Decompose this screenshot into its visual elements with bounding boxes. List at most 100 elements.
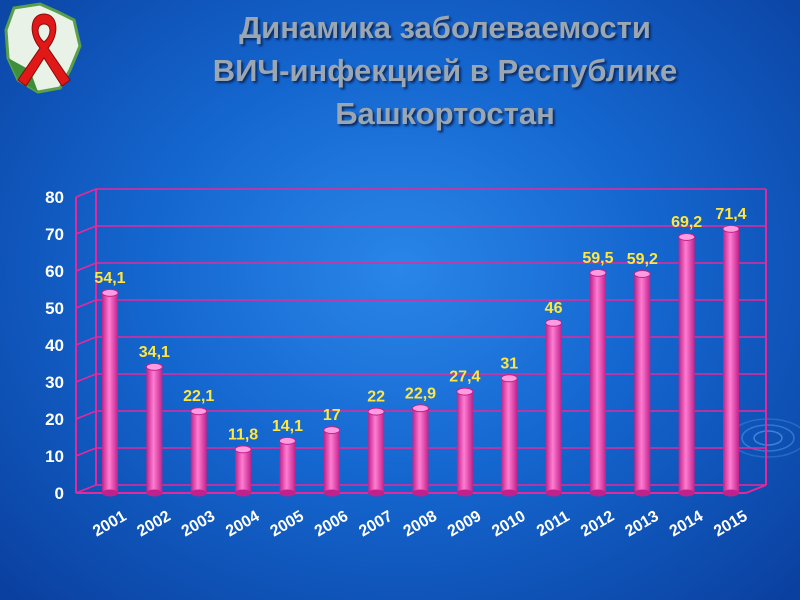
bar-2004 bbox=[234, 445, 252, 497]
bar-body bbox=[368, 411, 385, 493]
x-tick-label: 2008 bbox=[401, 508, 440, 541]
value-label: 14,1 bbox=[272, 418, 303, 435]
bar-2015 bbox=[722, 224, 740, 497]
grid-diagonal bbox=[75, 484, 97, 494]
bar-2006 bbox=[323, 426, 341, 497]
title-line-1: Динамика заболеваемости bbox=[239, 10, 651, 45]
grid-diagonal bbox=[75, 410, 97, 420]
bar-body bbox=[146, 366, 163, 493]
page-title: Динамика заболеваемости ВИЧ-инфекцией в … bbox=[150, 6, 740, 135]
bar-2011 bbox=[545, 318, 563, 497]
bar-body bbox=[723, 228, 739, 493]
x-tick-label: 2010 bbox=[489, 508, 528, 541]
bar-base bbox=[279, 489, 296, 497]
bar-cap bbox=[234, 445, 252, 454]
y-tick-label: 20 bbox=[45, 410, 64, 429]
bar-2008 bbox=[412, 404, 429, 497]
bar-cap bbox=[722, 224, 740, 233]
y-tick-label: 70 bbox=[45, 225, 64, 244]
bar-2009 bbox=[456, 387, 474, 497]
bar-body bbox=[456, 391, 473, 493]
bar-base bbox=[456, 489, 473, 497]
bar-base bbox=[235, 489, 252, 497]
grid-diagonal bbox=[75, 262, 97, 272]
value-label: 34,1 bbox=[139, 344, 170, 361]
value-label: 46 bbox=[545, 300, 563, 317]
y-tick-label: 60 bbox=[45, 262, 64, 281]
grid-diagonal bbox=[75, 336, 97, 346]
title-line-3: Башкортостан bbox=[335, 96, 555, 131]
bar-2002 bbox=[145, 362, 163, 497]
bar-body bbox=[190, 411, 207, 493]
value-label: 59,5 bbox=[582, 250, 613, 267]
y-tick-label: 80 bbox=[45, 188, 64, 207]
grid-diagonal bbox=[75, 188, 97, 198]
bar-cap bbox=[456, 387, 474, 396]
y-tick-label: 10 bbox=[45, 447, 64, 466]
y-tick-label: 40 bbox=[45, 336, 64, 355]
x-tick-label: 2013 bbox=[622, 508, 661, 541]
value-label: 69,2 bbox=[671, 214, 702, 231]
bar-base bbox=[102, 489, 118, 497]
value-label: 11,8 bbox=[228, 426, 258, 443]
bar-cap bbox=[145, 362, 163, 371]
x-tick-label: 2002 bbox=[134, 508, 173, 541]
bar-base bbox=[190, 489, 207, 497]
bar-body bbox=[545, 322, 562, 493]
y-tick-label: 50 bbox=[45, 299, 64, 318]
x-tick-label: 2014 bbox=[667, 508, 706, 541]
bar-2003 bbox=[190, 407, 208, 497]
grid-diagonal bbox=[75, 299, 97, 309]
x-tick-label: 2003 bbox=[179, 508, 218, 541]
bar-2007 bbox=[367, 407, 385, 497]
bar-cap bbox=[545, 318, 563, 327]
value-label: 54,1 bbox=[94, 270, 125, 287]
value-label: 22,1 bbox=[183, 388, 214, 405]
bar-body bbox=[279, 440, 296, 493]
bar-2005 bbox=[278, 436, 296, 497]
x-tick-label: 2006 bbox=[312, 508, 351, 541]
bar-2012 bbox=[589, 268, 607, 497]
bar-body bbox=[235, 449, 252, 493]
bar-2013 bbox=[633, 269, 651, 497]
bar-cap bbox=[323, 426, 341, 435]
bar-body bbox=[501, 378, 518, 493]
bar-cap bbox=[101, 288, 119, 297]
bar-base bbox=[501, 489, 518, 497]
x-tick-label: 2001 bbox=[90, 508, 129, 541]
value-label: 22 bbox=[367, 389, 385, 406]
bar-base bbox=[723, 489, 739, 497]
x-tick-label: 2011 bbox=[534, 508, 573, 540]
bar-cap bbox=[500, 374, 518, 383]
bar-cap bbox=[678, 232, 696, 241]
bar-cap bbox=[589, 268, 607, 277]
x-tick-label: 2007 bbox=[356, 508, 395, 541]
bar-cap bbox=[278, 436, 296, 445]
value-label: 71,4 bbox=[715, 206, 746, 223]
x-tick-label: 2015 bbox=[711, 508, 750, 541]
grid-diagonal bbox=[75, 225, 97, 235]
y-tick-label: 30 bbox=[45, 373, 64, 392]
bar-body bbox=[634, 273, 651, 493]
bar-base bbox=[589, 489, 606, 497]
bar-cap bbox=[190, 407, 208, 416]
grid-diagonal bbox=[75, 373, 97, 383]
bar-base bbox=[412, 489, 429, 497]
x-tick-label: 2005 bbox=[268, 508, 307, 541]
bar-body bbox=[323, 430, 340, 493]
bar-body bbox=[412, 408, 429, 493]
bar-2010 bbox=[500, 374, 518, 497]
aids-ribbon-logo-icon bbox=[4, 2, 82, 94]
grid-diagonal bbox=[75, 447, 97, 457]
bar-base bbox=[323, 489, 340, 497]
bar-cap bbox=[367, 407, 385, 416]
bar-base bbox=[545, 489, 562, 497]
value-label: 22,9 bbox=[405, 385, 436, 402]
bar-base bbox=[678, 489, 695, 497]
floor-edge bbox=[745, 484, 767, 494]
bar-base bbox=[634, 489, 651, 497]
bar-2014 bbox=[678, 232, 696, 497]
value-label: 59,2 bbox=[627, 251, 658, 268]
x-tick-label: 2009 bbox=[445, 508, 484, 541]
